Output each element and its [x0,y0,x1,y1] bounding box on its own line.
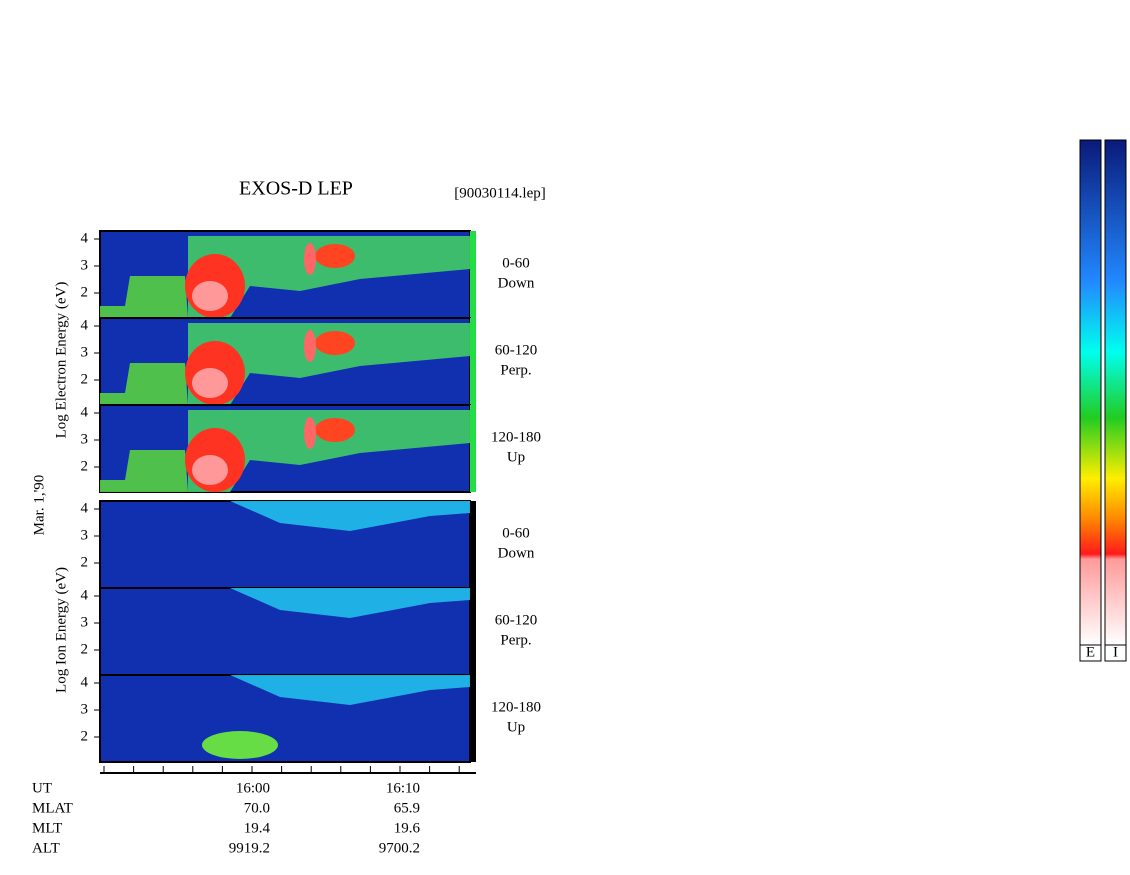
energy-tick-label: 4 [81,674,89,690]
energy-tick-label: 2 [81,728,89,744]
energy-tick-label: 2 [81,641,89,657]
orbit-value: 65.9 [394,800,420,816]
spectrogram-blob [202,731,278,759]
spectrogram-band [230,501,470,531]
energy-tick-label: 3 [81,527,89,543]
energy-tick-label: 2 [81,284,89,300]
spectrogram-blob [304,330,316,362]
spectrogram-blob [192,455,228,485]
spectrogram-blob [315,331,355,355]
energy-tick-label: 3 [81,614,89,630]
panel-direction: Perp. [500,362,531,378]
spectrogram-band [188,410,470,492]
spectrogram-blob [192,368,228,398]
colorbar-label-box [1104,644,1127,662]
energy-tick-label: 3 [81,344,89,360]
energy-tick-label: 2 [81,458,89,474]
spectrogram-blob [315,418,355,442]
colorbar-label: I [1113,644,1118,660]
spectrogram-band [100,363,188,405]
energy-tick-label: 2 [81,371,89,387]
panel-direction: Perp. [500,632,531,648]
orbit-label: ALT [32,840,60,856]
spectrogram-band [230,675,470,705]
orbit-value: 19.6 [394,820,421,836]
energy-tick-label: 4 [81,317,89,333]
panel-edge [470,405,476,492]
panel-range: 60-120 [495,612,538,628]
panel-range: 120-180 [491,699,541,715]
energy-tick-label: 4 [81,500,89,516]
energy-tick-label: 2 [81,554,89,570]
spectrogram-band [100,450,188,492]
panel-edge [470,675,476,762]
spectrogram-blob [304,417,316,449]
panel-edge [470,588,476,675]
panel-range: 0-60 [502,255,530,271]
energy-tick-label: 3 [81,701,89,717]
panel-direction: Up [507,719,525,735]
spectrogram-blob [192,281,228,311]
orbit-value: 70.0 [244,800,270,816]
energy-tick-label: 4 [81,230,89,246]
spectrogram-band [188,236,470,318]
ion-axis-label: Log Ion Energy (eV) [53,567,69,693]
orbit-value: 9700.2 [379,840,420,856]
colorbar-label: E [1086,644,1095,660]
energy-tick-label: 3 [81,257,89,273]
spectrogram-band [230,588,470,618]
energy-tick-label: 4 [81,404,89,420]
spectrogram-blob [304,243,316,275]
spectrogram-blob [315,244,355,268]
panel-direction: Up [507,449,525,465]
title: EXOS-D LEP [239,178,353,200]
panel-edge [470,231,476,318]
orbit-value: 19.4 [244,820,271,836]
electron-axis-label: Log Electron Energy (eV) [53,282,69,439]
energy-tick-label: 3 [81,431,89,447]
panel-range: 60-120 [495,342,538,358]
orbit-value: 16:10 [386,780,420,796]
panel-range: 0-60 [502,525,530,541]
panel-edge [470,318,476,405]
orbit-label: MLAT [32,800,73,816]
energy-tick-label: 4 [81,587,89,603]
orbit-label: UT [32,780,52,796]
date-label: Mar. 1,'90 [31,475,47,536]
panel-direction: Down [498,545,535,561]
colorbar [1079,139,1102,646]
orbit-label: MLT [32,820,62,836]
panel-direction: Down [498,275,535,291]
orbit-value: 16:00 [236,780,270,796]
panel-edge [470,501,476,588]
panel-range: 120-180 [491,429,541,445]
colorbar [1104,139,1127,646]
file-name: [90030114.lep] [454,185,546,201]
orbit-value: 9919.2 [229,840,270,856]
colorbar-label-box [1079,644,1102,662]
spectrogram-band [188,323,470,405]
spectrogram-band [100,276,188,318]
